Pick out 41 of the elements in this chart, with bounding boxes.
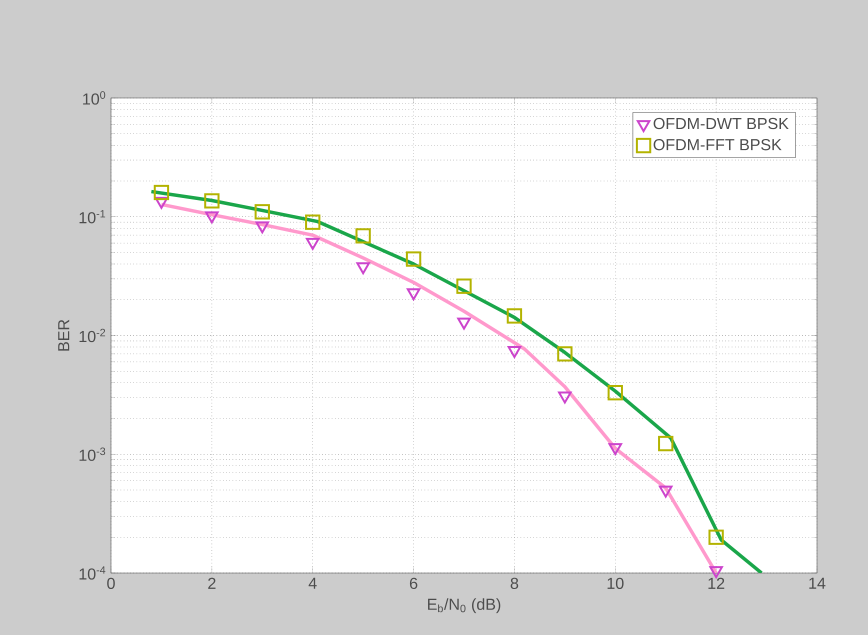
y-tick-label: 10$^{-2}$	[80, 328, 106, 342]
point	[306, 238, 320, 250]
x-tick-label: 2	[208, 578, 216, 589]
point	[508, 346, 522, 358]
point	[558, 392, 572, 404]
point	[254, 204, 270, 220]
y-tick-label: 10$^{0}$	[83, 91, 106, 105]
y-axis-title: BER	[58, 320, 70, 351]
y-tick-label: 10$^{-4}$	[80, 566, 106, 580]
x-tick-label: 12	[708, 578, 724, 589]
x-tick-label: 6	[410, 578, 418, 590]
point	[356, 262, 370, 274]
x-tick-label: 10	[608, 578, 624, 590]
point	[205, 211, 219, 224]
y-tick-label: 10$^{-3}$	[80, 448, 106, 461]
point	[709, 566, 723, 578]
point	[658, 486, 672, 498]
point	[204, 193, 220, 209]
point	[154, 196, 168, 209]
point	[457, 318, 471, 330]
point	[154, 184, 170, 200]
point	[406, 288, 420, 300]
point	[658, 436, 674, 452]
y-tick-label: 10$^{-1}$	[80, 210, 106, 224]
legend-label: OFDM-DWT BPSK	[654, 118, 789, 130]
point	[608, 385, 623, 400]
point	[456, 278, 472, 294]
point	[557, 346, 573, 362]
point	[355, 228, 371, 244]
point	[256, 221, 270, 234]
point	[506, 308, 522, 324]
x-tick-label: 8	[510, 578, 518, 590]
x-tick-label: 4	[308, 578, 317, 589]
point	[305, 214, 320, 230]
x-axis-title: E$_{b}$/N$_{0}$ (dB)	[428, 598, 500, 614]
x-tick-label: 0	[107, 578, 115, 590]
point	[608, 443, 622, 456]
x-tick-label: 14	[809, 578, 826, 589]
point	[708, 530, 724, 545]
point	[406, 251, 422, 267]
legend-label: OFDM-FFT BPSK	[654, 139, 782, 150]
